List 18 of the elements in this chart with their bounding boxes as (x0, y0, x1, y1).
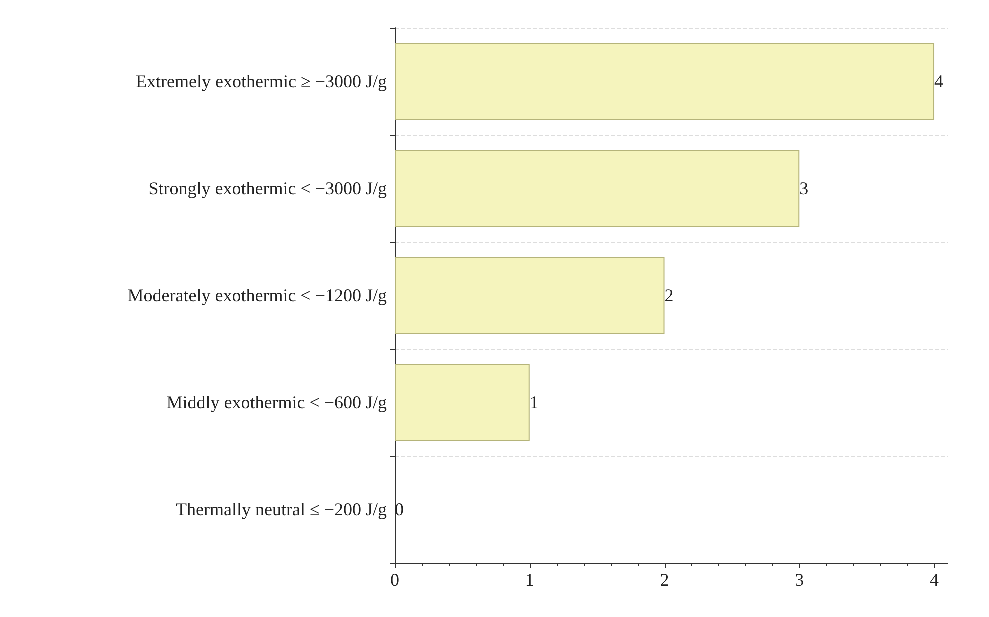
data-label: 3 (800, 178, 809, 198)
y-tick-label: Middly exothermic < −600 J/g (166, 392, 387, 412)
data-label: 1 (530, 392, 539, 412)
x-tick-label: 0 (390, 570, 400, 590)
bar (395, 150, 800, 228)
y-tick-label: Strongly exothermic < −3000 J/g (148, 178, 387, 198)
data-label: 4 (934, 72, 944, 92)
x-tick-label: 3 (795, 570, 804, 590)
y-tick-label: Thermally neutral ≤ −200 J/g (176, 500, 387, 520)
bar (395, 256, 665, 334)
bar (395, 364, 530, 442)
bar (395, 42, 935, 120)
x-tick-label: 2 (660, 570, 670, 590)
y-tick-label: Moderately exothermic < −1200 J/g (128, 286, 387, 306)
x-tick-label: 1 (525, 570, 534, 590)
x-tick-label: 4 (930, 570, 940, 590)
data-label: 2 (664, 286, 674, 306)
y-tick-label: Extremely exothermic ≥ −3000 J/g (136, 72, 387, 92)
